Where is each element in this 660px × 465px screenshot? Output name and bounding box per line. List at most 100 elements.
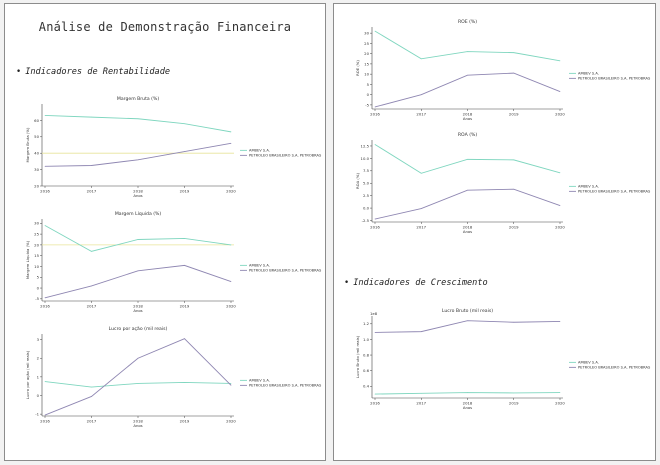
chart-title: Lucro por ação (mil reais) — [109, 326, 168, 332]
data-point — [231, 383, 232, 384]
y-tick-label: 7.5 — [363, 168, 370, 173]
data-point — [138, 239, 139, 240]
chart-margem-liquida: Margem Líquida (%)-50510152025302016 2017… — [25, 209, 323, 313]
y-tick-label: -2.5 — [362, 218, 370, 223]
y-axis-label: ROE (%) — [355, 60, 360, 76]
series-line-1 — [45, 115, 231, 131]
y-tick-label: 1.2 — [363, 321, 370, 326]
data-point — [45, 115, 46, 116]
series-line-2 — [375, 73, 560, 107]
legend-label-1: AMBEV S.A. — [578, 185, 599, 189]
data-point — [421, 331, 422, 332]
y-tick-label: 30 — [34, 221, 39, 226]
y-tick-label: 1 — [37, 374, 40, 379]
data-point — [467, 159, 468, 160]
x-tick-label: 2020 — [226, 304, 236, 309]
data-point — [138, 159, 139, 160]
x-tick-label: 2017 — [87, 304, 97, 309]
document-title: Análise de Demonstração Financeira — [5, 20, 325, 34]
series-line-2 — [45, 265, 231, 297]
data-point — [421, 173, 422, 174]
y-tick-label: 5 — [367, 82, 370, 87]
y-tick-label: 2 — [37, 356, 40, 361]
legend-label-2: PETROLEO BRASILEIRO S.A. PETROBRAS — [249, 269, 322, 273]
y-tick-label: 1.0 — [363, 337, 370, 342]
series-line-2 — [45, 143, 231, 166]
y-tick-label: 10 — [34, 264, 39, 269]
x-tick-label: 2016 — [40, 419, 50, 424]
y-tick-label: 40 — [34, 151, 39, 156]
data-point — [375, 107, 376, 108]
data-point — [375, 332, 376, 333]
series-line-1 — [375, 144, 560, 173]
data-point — [421, 94, 422, 95]
legend-label-1: AMBEV S.A. — [249, 264, 270, 268]
chart-title: ROA (%) — [458, 132, 477, 138]
data-point — [560, 205, 561, 206]
data-point — [513, 393, 514, 394]
data-point — [138, 270, 139, 271]
y-tick-label: 30 — [364, 31, 369, 36]
y-tick-label: 10.0 — [361, 156, 370, 161]
chart-lucro-bruto: Lucro Bruto (mil reais) 0.4 0.6 0.8 1.0 1.21e… — [352, 306, 650, 410]
data-point — [421, 393, 422, 394]
x-axis-label: Anos — [463, 405, 472, 410]
x-axis-label: Anos — [133, 308, 142, 313]
x-axis-label: Anos — [463, 229, 472, 234]
data-point — [184, 265, 185, 266]
y-tick-label: 25 — [34, 232, 39, 237]
data-point — [560, 60, 561, 61]
x-tick-label: 2019 — [180, 304, 190, 309]
y-tick-label: -5 — [365, 102, 369, 107]
y-tick-label: 10 — [364, 72, 369, 77]
series-line-1 — [375, 31, 560, 61]
data-point — [91, 165, 92, 166]
data-point — [467, 320, 468, 321]
x-tick-label: 2016 — [40, 304, 50, 309]
data-point — [45, 297, 46, 298]
x-tick-label: 2016 — [40, 189, 50, 194]
y-tick-label: -1 — [35, 412, 39, 417]
y-tick-label: 0.0 — [363, 205, 370, 210]
y-axis-label: Lucro Bruto (mil reais) — [355, 335, 360, 378]
data-point — [45, 381, 46, 382]
chart-roa: ROA (%)-2.50.02.55.07.510.012.52016 2017 2… — [352, 130, 650, 234]
chart-title: ROE (%) — [458, 19, 477, 25]
y-tick-label: 5.0 — [363, 181, 370, 186]
data-point — [467, 190, 468, 191]
data-point — [375, 219, 376, 220]
y-tick-label: 0.6 — [363, 368, 370, 373]
data-point — [560, 172, 561, 173]
section-crescimento-label: Indicadores de Crescimento — [353, 278, 488, 288]
data-point — [138, 383, 139, 384]
legend-label-2: PETROLEO BRASILEIRO S.A. PETROBRAS — [578, 366, 651, 370]
data-point — [184, 382, 185, 383]
x-tick-label: 2017 — [416, 225, 426, 230]
data-point — [91, 387, 92, 388]
series-line-1 — [45, 382, 231, 388]
y-tick-label: 60 — [34, 118, 39, 123]
x-tick-label: 2016 — [370, 112, 380, 117]
y-offset-label: 1e8 — [370, 311, 378, 316]
data-point — [231, 143, 232, 144]
legend-label-2: PETROLEO BRASILEIRO S.A. PETROBRAS — [578, 190, 651, 194]
chart-lucro-por-acao: Lucro por ação (mil reais) -1 0 1 2 3 2016 2017… — [25, 324, 323, 428]
y-tick-label: -5 — [35, 296, 39, 301]
data-point — [184, 238, 185, 239]
x-axis-label: Anos — [133, 193, 142, 198]
data-point — [184, 338, 185, 339]
series-line-2 — [45, 339, 231, 415]
x-tick-label: 2020 — [226, 189, 236, 194]
data-point — [91, 396, 92, 397]
y-tick-label: 15 — [34, 253, 39, 258]
data-point — [91, 286, 92, 287]
data-point — [138, 358, 139, 359]
data-point — [467, 75, 468, 76]
legend-label-1: AMBEV S.A. — [578, 72, 599, 76]
y-tick-label: 0.8 — [363, 352, 370, 357]
data-point — [231, 245, 232, 246]
y-axis-label: Margem Líquida (%) — [25, 240, 30, 279]
section-crescimento: • Indicadores de Crescimento — [344, 278, 488, 288]
x-tick-label: 2017 — [416, 401, 426, 406]
x-axis-label: Anos — [133, 423, 142, 428]
